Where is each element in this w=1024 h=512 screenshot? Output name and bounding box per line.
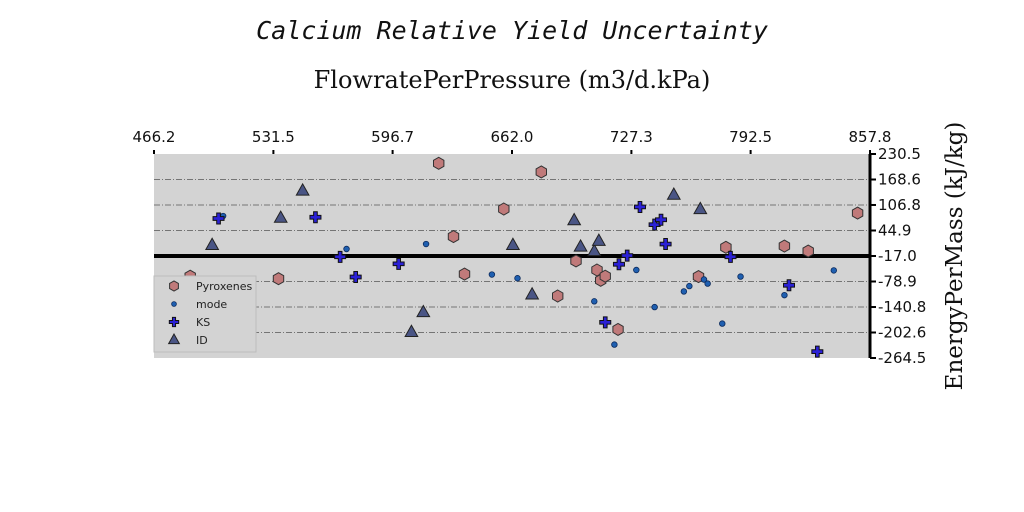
point-pyroxenes bbox=[613, 323, 623, 335]
y-tick-label: 44.9 bbox=[878, 221, 911, 239]
point-mode bbox=[489, 272, 495, 278]
point-mode bbox=[681, 289, 687, 295]
legend-label-pyroxenes: Pyroxenes bbox=[196, 280, 252, 293]
point-pyroxenes bbox=[448, 231, 458, 243]
legend-label-ks: KS bbox=[196, 316, 210, 329]
x-tick-label: 531.5 bbox=[252, 128, 295, 146]
point-pyroxenes bbox=[273, 273, 283, 285]
point-mode bbox=[687, 283, 693, 289]
point-pyroxenes bbox=[779, 240, 789, 252]
legend-label-id: ID bbox=[196, 334, 208, 347]
y-tick-label: 230.5 bbox=[878, 145, 921, 163]
point-pyroxenes bbox=[600, 270, 610, 282]
x-tick-label: 857.8 bbox=[849, 128, 892, 146]
point-mode bbox=[515, 275, 521, 281]
x-tick-label: 596.7 bbox=[371, 128, 414, 146]
point-mode bbox=[705, 281, 711, 287]
point-mode bbox=[719, 321, 725, 327]
y-tick-label: -264.5 bbox=[878, 349, 926, 367]
y-tick-label: -78.9 bbox=[878, 273, 917, 291]
point-pyroxenes bbox=[459, 268, 469, 280]
point-mode bbox=[782, 292, 788, 298]
x-tick-label: 792.5 bbox=[729, 128, 772, 146]
y-tick-label: -140.8 bbox=[878, 298, 926, 316]
point-mode bbox=[344, 246, 350, 252]
x-tick-label: 727.3 bbox=[610, 128, 653, 146]
point-pyroxenes bbox=[852, 207, 862, 219]
point-pyroxenes bbox=[553, 290, 563, 302]
y-tick-label: 168.6 bbox=[878, 171, 921, 189]
point-mode bbox=[634, 267, 640, 273]
point-mode bbox=[652, 304, 658, 310]
y-tick-label: -17.0 bbox=[878, 247, 917, 265]
x-tick-label: 662.0 bbox=[491, 128, 534, 146]
legend: Pyroxenes mode KS ID bbox=[154, 276, 256, 352]
point-pyroxenes bbox=[803, 245, 813, 257]
point-pyroxenes bbox=[571, 255, 581, 267]
point-pyroxenes bbox=[434, 157, 444, 169]
legend-label-mode: mode bbox=[196, 298, 227, 311]
point-mode bbox=[423, 241, 429, 247]
point-mode bbox=[831, 268, 837, 274]
point-pyroxenes bbox=[536, 166, 546, 178]
x-tick-label: 466.2 bbox=[133, 128, 176, 146]
point-pyroxenes bbox=[499, 203, 509, 215]
legend-marker-mode bbox=[172, 302, 177, 307]
point-mode bbox=[591, 299, 597, 305]
point-mode bbox=[612, 342, 618, 348]
point-mode bbox=[738, 274, 744, 280]
y-tick-label: 106.8 bbox=[878, 196, 921, 214]
y-tick-label: -202.6 bbox=[878, 323, 926, 341]
legend-marker-pyroxenes bbox=[170, 281, 179, 291]
